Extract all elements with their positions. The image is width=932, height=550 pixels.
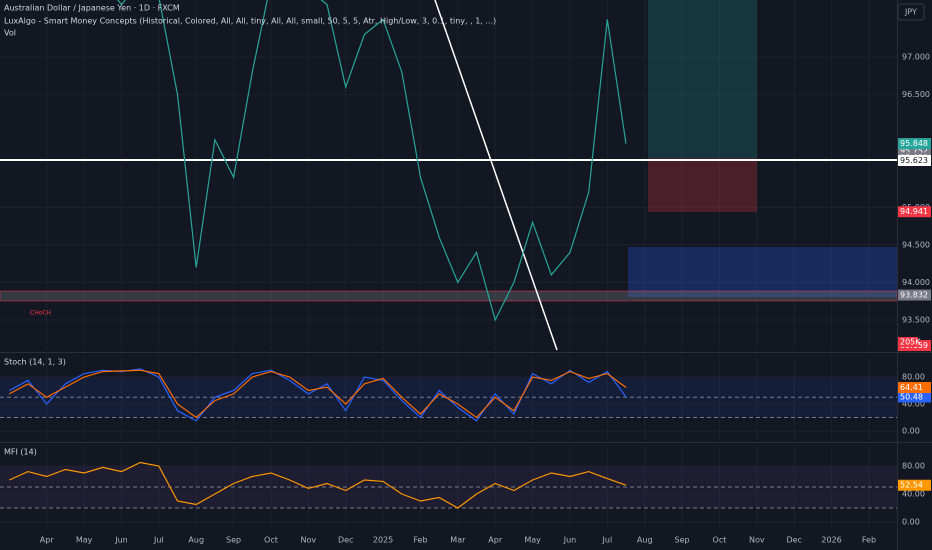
series-line <box>9 461 627 509</box>
y-tick-label: 94.000 <box>902 278 930 287</box>
last-value-box <box>898 138 931 150</box>
annotation: CHoCH <box>30 310 51 317</box>
x-tick-label: May <box>524 536 541 545</box>
x-tick-label: Feb <box>862 536 876 545</box>
volume-title: Vol <box>4 29 16 38</box>
demand-zone <box>628 247 897 297</box>
stop-zone <box>648 158 757 212</box>
x-tick-label: Dec <box>786 536 801 545</box>
chart-title: Australian Dollar / Japanese Yen · 1D · … <box>4 4 180 13</box>
x-tick-label: Aug <box>637 536 653 545</box>
indicator-title: LuxAlgo - Smart Money Concepts (Historic… <box>4 17 496 26</box>
x-tick-label: Nov <box>301 536 317 545</box>
x-tick-label: 2026 <box>821 536 841 545</box>
x-tick-label: Dec <box>338 536 353 545</box>
y-tick-label: 40.00 <box>902 490 925 499</box>
last-value-label: 95.848 <box>900 139 928 148</box>
x-tick-label: Jul <box>602 536 613 545</box>
marks-layer: Apr May Jun Jul Aug Sep Oct Nov Dec 2025 Feb Mar Apr… <box>9 0 932 545</box>
x-tick-label: Apr <box>40 536 55 545</box>
series-line <box>116 0 627 322</box>
x-tick-label: Oct <box>713 536 727 545</box>
grid-layer <box>0 0 897 530</box>
pane-title: Stoch (14, 1, 3) <box>4 358 66 367</box>
price-label-box <box>898 155 931 167</box>
x-tick-label: Aug <box>188 536 204 545</box>
price-label-box <box>898 289 931 301</box>
price-label: 95.623 <box>900 156 928 165</box>
x-tick-label: Mar <box>450 536 466 545</box>
y-tick-label: 94.500 <box>902 240 930 249</box>
y-tick-label: 0.00 <box>902 427 920 436</box>
last-value-label: 50.48 <box>900 392 923 401</box>
price-label: 94.941 <box>900 207 928 216</box>
pane-title: MFI (14) <box>4 448 37 457</box>
y-tick-label: 40.00 <box>902 400 925 409</box>
x-tick-label: 2025 <box>373 536 393 545</box>
x-tick-label: Sep <box>226 536 241 545</box>
y-tick-label: 80.00 <box>902 373 925 382</box>
x-tick-label: Oct <box>264 536 278 545</box>
last-value-box <box>898 479 931 491</box>
last-value-box <box>898 382 931 394</box>
y-tick-label: 0.00 <box>902 518 920 527</box>
volume-label: 205K <box>900 338 921 347</box>
currency-button[interactable] <box>897 3 925 21</box>
last-value-box <box>898 391 931 403</box>
x-tick-label: Feb <box>413 536 427 545</box>
x-tick-label: Apr <box>488 536 503 545</box>
trend-line <box>434 0 558 351</box>
range-box <box>0 290 898 302</box>
x-tick-label: Jun <box>114 536 128 545</box>
price-label-box <box>898 206 931 218</box>
y-tick-label: 80.00 <box>902 462 925 471</box>
last-value-label: 64.41 <box>900 383 923 392</box>
x-tick-label: Nov <box>749 536 765 545</box>
x-tick-label: Jul <box>153 536 164 545</box>
last-value-label: 52.54 <box>900 481 923 490</box>
volume-label-box <box>898 337 918 347</box>
y-tick-label: 97.000 <box>902 53 930 62</box>
x-tick-label: Jun <box>563 536 577 545</box>
price-label: 93.832 <box>900 291 928 300</box>
series-line <box>9 369 627 419</box>
y-tick-label: 93.500 <box>902 315 930 324</box>
price-label-box <box>898 145 931 157</box>
x-tick-label: May <box>76 536 93 545</box>
currency-label[interactable]: JPY <box>904 8 917 17</box>
target-zone <box>648 0 757 158</box>
y-tick-label: 96.500 <box>902 90 930 99</box>
price-label: 95.752 <box>900 146 928 155</box>
x-tick-label: Sep <box>675 536 690 545</box>
